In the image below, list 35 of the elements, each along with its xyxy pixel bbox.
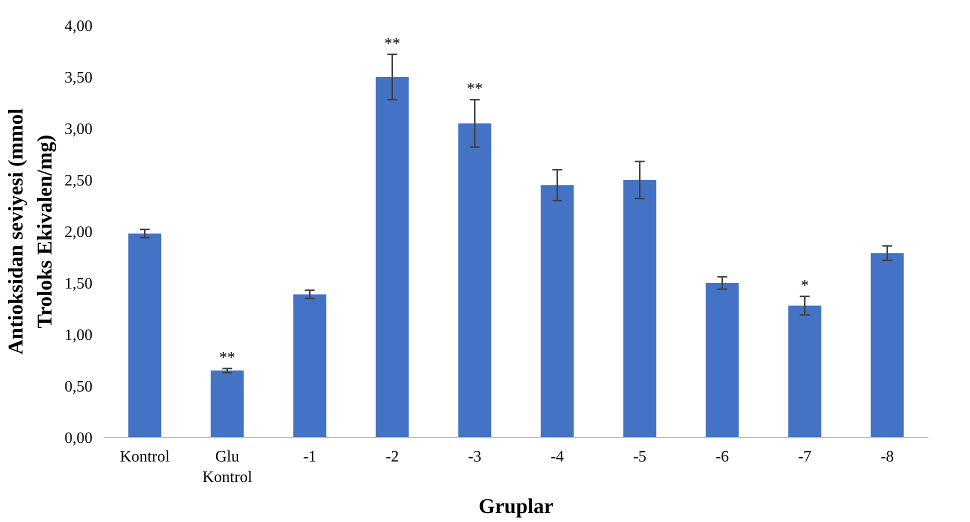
- bar: [788, 306, 822, 438]
- annotation: **: [219, 349, 236, 366]
- x-tick-label: -8: [880, 448, 894, 466]
- x-tick-label: Glu Kontrol: [202, 448, 253, 486]
- y-tick-label: 1,00: [64, 327, 92, 344]
- x-tick-label: Kontrol: [120, 448, 170, 466]
- x-tick-label: -3: [468, 448, 482, 466]
- y-tick-label: 2,00: [64, 224, 92, 241]
- y-tick-label: 3,00: [64, 121, 92, 138]
- y-tick-label: 2,50: [64, 172, 92, 190]
- annotation: *: [800, 277, 809, 294]
- bar: [870, 253, 904, 438]
- bar: [706, 283, 739, 438]
- y-axis-title: Antioksidan seviyesi (mmol Troloks Ekivalen/mg): [4, 108, 56, 355]
- x-tick-label: -5: [633, 448, 646, 466]
- x-tick-label: -4: [550, 448, 564, 466]
- bar: [623, 180, 656, 438]
- x-tick-label: -2: [386, 448, 399, 466]
- bar: [540, 185, 574, 438]
- x-axis-title: Gruplar: [478, 494, 554, 518]
- y-tick-label: 0,50: [64, 378, 92, 396]
- bar: [128, 234, 162, 438]
- x-tick-label: -7: [798, 448, 812, 466]
- bar: [210, 370, 244, 438]
- y-tick-label: 3,50: [64, 70, 92, 86]
- bar: [376, 77, 409, 438]
- annotation: **: [384, 35, 400, 52]
- bar: [293, 294, 326, 438]
- x-tick-label: -1: [303, 448, 316, 466]
- y-tick-label: 4,00: [64, 18, 92, 35]
- x-tick-label: -6: [716, 448, 729, 466]
- annotation: **: [466, 80, 483, 98]
- y-tick-label: 0,00: [64, 430, 92, 447]
- y-tick-label: 1,50: [64, 276, 92, 292]
- bar: [458, 123, 492, 438]
